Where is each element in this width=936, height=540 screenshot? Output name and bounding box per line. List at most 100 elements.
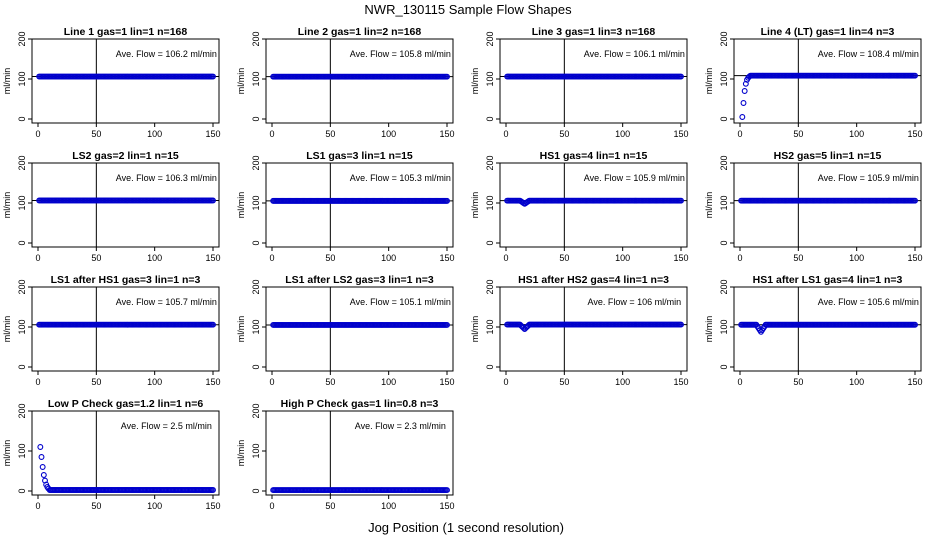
panel-11: HS1 after HS2 gas=4 lin=1 n=3 ml/min 0 100 2… [470,274,689,387]
data-points [738,197,918,204]
x-tick-label: 50 [559,129,569,139]
x-tick-label: 0 [503,253,508,263]
y-axis-label: ml/min [470,68,480,95]
plot-frame [733,162,922,248]
data-points [270,487,450,494]
y-tick-label: 100 [719,71,729,86]
data-point [39,464,46,470]
x-tick-label: 50 [91,377,101,387]
data-point [678,321,684,328]
panel-12: HS1 after LS1 gas=4 lin=1 n=3 ml/min 0 100 2… [704,274,923,387]
x-tick-label: 0 [35,501,40,511]
x-tick-label: 150 [439,501,454,511]
panel-title: High P Check gas=1 lin=0.8 n=3 [281,398,439,410]
data-points [36,321,216,328]
panel-title: HS2 gas=5 lin=1 n=15 [774,150,882,162]
plot-frame [265,162,454,248]
y-tick-label: 200 [17,279,27,294]
y-tick-label: 0 [719,116,729,121]
x-tick-label: 50 [793,253,803,263]
panel-13: Low P Check gas=1.2 lin=1 n=6 ml/min 0 100 2… [2,398,221,511]
x-tick-label: 0 [503,129,508,139]
panel-10: LS1 after LS2 gas=3 lin=1 n=3 ml/min 0 100 2… [236,274,455,387]
y-tick-label: 100 [251,443,261,458]
x-tick-label: 0 [269,377,274,387]
data-point [912,321,918,328]
data-points [36,197,216,204]
panel-title: Line 2 gas=1 lin=2 n=168 [298,26,422,38]
y-tick-label: 0 [485,364,495,369]
data-point [678,73,684,80]
data-point [912,197,918,204]
data-point [678,197,684,204]
panel-title: Line 4 (LT) gas=1 lin=4 n=3 [761,26,895,38]
data-points [739,72,918,120]
y-axis-label: ml/min [2,68,12,95]
x-tick-label: 100 [147,377,162,387]
x-tick-label: 150 [907,377,922,387]
y-tick-label: 0 [719,240,729,245]
y-tick-label: 100 [17,443,27,458]
average-flow-annotation: Ave. Flow = 106 ml/min [588,297,682,307]
x-tick-label: 50 [793,377,803,387]
x-tick-label: 0 [737,253,742,263]
y-axis-label: ml/min [704,68,714,95]
data-point [37,444,44,450]
y-tick-label: 0 [251,364,261,369]
data-points [738,321,918,335]
plot-frame [265,286,454,372]
x-tick-label: 150 [205,377,220,387]
data-point [444,197,450,204]
plot-frame [31,38,220,124]
plot-frame [733,286,922,372]
panel-1: Line 1 gas=1 lin=1 n=168 ml/min 0 100 200 0 50… [2,26,221,139]
plot-frame [499,162,688,248]
x-tick-label: 50 [559,253,569,263]
plot-frame [31,162,220,248]
y-tick-label: 100 [485,71,495,86]
data-points [504,197,684,207]
y-tick-label: 0 [485,240,495,245]
x-tick-label: 150 [205,129,220,139]
panel-8: HS2 gas=5 lin=1 n=15 ml/min 0 100 200 0 50 100 1… [704,150,923,263]
x-tick-label: 100 [147,253,162,263]
average-flow-annotation: Ave. Flow = 106.3 ml/min [116,173,217,183]
panel-title: Line 3 gas=1 lin=3 n=168 [532,26,656,38]
x-tick-label: 150 [205,501,220,511]
x-tick-label: 150 [439,253,454,263]
plot-frame [31,286,220,372]
data-point [739,114,746,120]
y-tick-label: 200 [251,279,261,294]
data-points [270,73,450,80]
average-flow-annotation: Ave. Flow = 105.3 ml/min [350,173,451,183]
data-points [504,321,684,332]
plot-frame [733,38,922,124]
x-tick-label: 50 [325,129,335,139]
plot-frame [265,38,454,124]
y-tick-label: 100 [17,71,27,86]
plot-frame [265,410,454,496]
y-tick-label: 0 [17,116,27,121]
x-tick-label: 150 [673,253,688,263]
y-tick-label: 0 [719,364,729,369]
data-points [36,73,216,80]
y-tick-label: 100 [485,195,495,210]
data-point [210,73,216,80]
panel-title: LS1 after HS1 gas=3 lin=1 n=3 [51,274,201,286]
x-tick-label: 150 [439,129,454,139]
x-tick-label: 100 [615,253,630,263]
y-tick-label: 200 [251,31,261,46]
x-tick-label: 100 [849,129,864,139]
data-point [38,454,45,460]
x-tick-label: 50 [325,501,335,511]
x-tick-label: 0 [35,377,40,387]
plot-frame [31,410,220,496]
y-tick-label: 200 [719,155,729,170]
y-tick-label: 200 [17,403,27,418]
average-flow-annotation: Ave. Flow = 106.1 ml/min [584,49,685,59]
data-point [912,72,918,79]
x-tick-label: 100 [381,129,396,139]
y-axis-label: ml/min [470,316,480,343]
data-point [444,322,450,328]
data-points [37,444,216,493]
